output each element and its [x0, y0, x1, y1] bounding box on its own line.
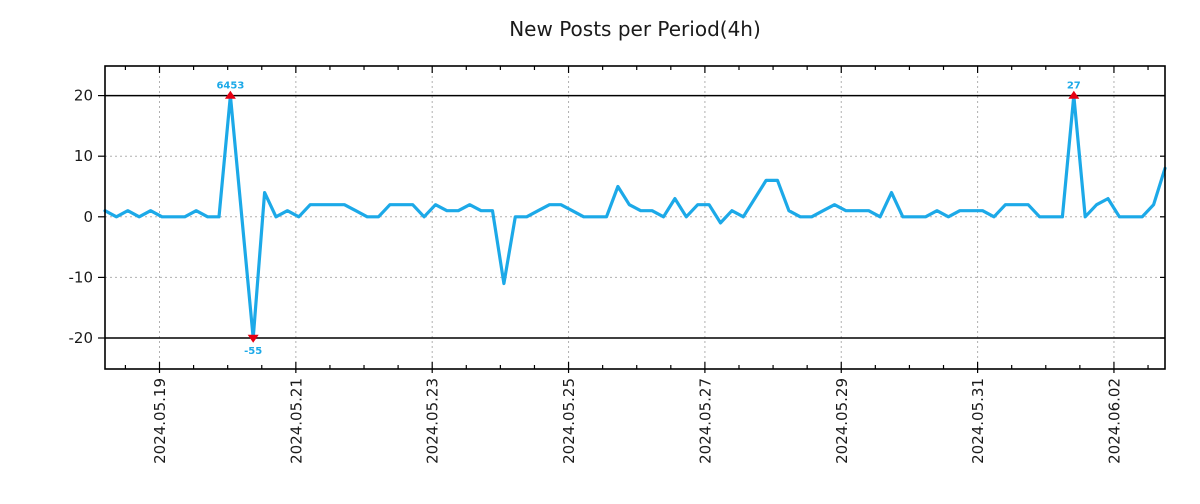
x-tick-label: 2024.05.31 [969, 378, 987, 464]
x-tick-label: 2024.06.02 [1105, 378, 1123, 464]
extreme-value-label: -55 [244, 346, 262, 357]
extreme-annotations: 6453 -55 27 [216, 81, 1080, 357]
max-marker-icon [1068, 90, 1080, 99]
min-marker-icon [247, 334, 259, 343]
y-axis-labels: 20 10 0 -10 -20 [69, 87, 94, 347]
x-tick-label: 2024.05.29 [833, 378, 851, 464]
series-line [103, 93, 1167, 340]
x-tick-label: 2024.05.27 [696, 378, 714, 464]
x-tick-label: 2024.05.21 [287, 378, 305, 464]
y-tick-label: -20 [69, 329, 94, 347]
y-tick-label: 20 [74, 87, 93, 105]
clip-threshold-lines [105, 94, 1165, 339]
x-axis-labels: 2024.05.19 2024.05.21 2024.05.23 2024.05.25… [151, 378, 1123, 464]
x-tick-label: 2024.05.23 [424, 378, 442, 464]
chart-title: New Posts per Period(4h) [509, 17, 761, 41]
y-tick-label: -10 [69, 268, 94, 286]
axis-ticks [98, 66, 1165, 373]
extreme-value-label: 27 [1067, 81, 1081, 92]
y-tick-label: 10 [74, 147, 93, 165]
x-tick-label: 2024.05.25 [560, 378, 578, 464]
extreme-value-label: 6453 [216, 81, 244, 92]
plot-border [104, 65, 1166, 370]
max-marker-icon [224, 90, 236, 99]
x-tick-label: 2024.05.19 [151, 378, 169, 464]
gridlines [105, 66, 1165, 369]
y-tick-label: 0 [83, 208, 93, 226]
